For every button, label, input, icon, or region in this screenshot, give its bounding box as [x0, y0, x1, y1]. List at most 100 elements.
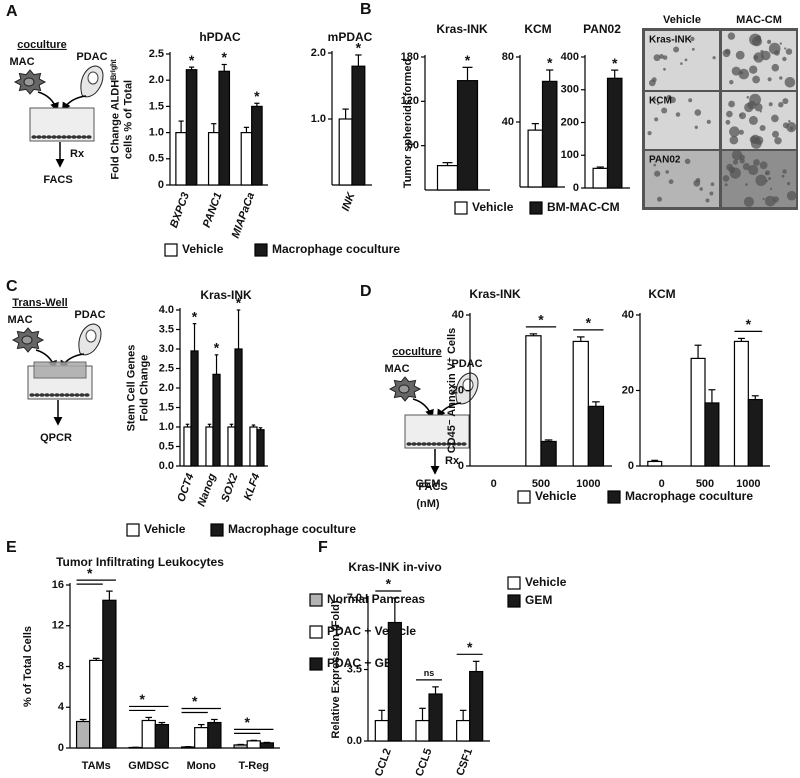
y-axis-label: cells % of Total	[122, 80, 134, 159]
y-tick-label: 1.5	[149, 100, 164, 112]
spheroid	[699, 187, 703, 191]
y-tick-label: 40	[502, 116, 514, 128]
x-tick-label: MIAPaCa	[230, 191, 258, 240]
spheroid	[666, 94, 672, 100]
chart-title: mPDAC	[328, 30, 373, 44]
spheroid	[753, 52, 764, 63]
legend-label: Vehicle	[525, 575, 567, 589]
dish-cell	[461, 442, 467, 446]
macrophage-nucleus	[23, 77, 35, 87]
bar	[540, 440, 557, 467]
dish-cell	[61, 135, 67, 139]
bar	[240, 132, 253, 186]
x-tick-label: CCL2	[373, 747, 394, 778]
spheroid	[742, 163, 751, 171]
y-tick-label: 0.5	[159, 440, 174, 452]
y-tick-label: 400	[561, 51, 579, 63]
spheroid	[653, 54, 661, 62]
spheroid	[753, 55, 758, 60]
bar	[218, 70, 231, 186]
significance-label: *	[547, 55, 553, 71]
dish-cell	[74, 393, 80, 397]
readout-label: FACS	[418, 481, 447, 493]
spheroid	[654, 117, 659, 122]
significance-label: *	[192, 693, 198, 709]
bar	[572, 340, 589, 467]
x-tick-label: 1000	[576, 478, 600, 490]
y-tick-label: 40	[622, 309, 634, 321]
dish-cell	[84, 393, 90, 397]
dish-cell	[426, 442, 432, 446]
chart-title: hPDAC	[199, 30, 241, 44]
significance-label: *	[139, 691, 145, 707]
panel-letter: B	[360, 1, 372, 18]
treatment-label: Rx	[70, 148, 85, 160]
micrograph-column: MAC-CM	[736, 14, 782, 26]
y-tick-label: 300	[561, 84, 579, 96]
diagram-title: coculture	[17, 39, 67, 51]
y-tick-label: 12	[52, 620, 64, 632]
dish-cell	[79, 393, 85, 397]
spheroid	[722, 49, 731, 58]
spheroid	[738, 129, 744, 135]
dish-cell	[44, 393, 50, 397]
spheroid	[779, 76, 783, 80]
x-tick-label: TAMs	[82, 760, 111, 772]
spheroid	[739, 158, 745, 164]
dish-cell	[446, 442, 452, 446]
bar	[374, 719, 389, 742]
spheroid	[744, 102, 754, 113]
spheroid	[726, 163, 734, 171]
spheroid	[728, 100, 735, 108]
chart-title: KCM	[524, 22, 551, 36]
bar	[747, 398, 763, 467]
y-tick-label: 2.5	[159, 362, 174, 374]
y-tick-label: 3.0	[159, 343, 174, 355]
x-tick-label: Mono	[187, 760, 217, 772]
spheroid	[653, 163, 656, 167]
spheroid	[661, 107, 668, 114]
x-tick-label: T-Reg	[238, 760, 269, 772]
x-tick-label: 1000	[736, 478, 760, 490]
macrophage-nucleus	[21, 335, 33, 345]
x-tick-label: CCL5	[413, 747, 434, 778]
legend-label: Macrophage coculture	[228, 522, 356, 536]
spheroid	[675, 112, 681, 117]
legend-label: GEM	[525, 593, 552, 607]
bar	[436, 165, 459, 191]
dish-cell	[29, 393, 35, 397]
spheroid	[738, 68, 750, 80]
significance-label: *	[538, 312, 544, 328]
bar	[704, 402, 720, 467]
panel-letter: E	[6, 539, 17, 556]
panel-letter: A	[6, 3, 18, 20]
y-tick-label: 3.5	[159, 323, 174, 335]
dish-cell	[416, 442, 422, 446]
bar	[606, 77, 623, 189]
spheroid	[680, 62, 683, 65]
spheroid	[759, 125, 766, 131]
y-tick-label: 1.0	[149, 127, 164, 139]
bar	[207, 132, 220, 186]
legend-label: PDAC + GEM	[327, 656, 402, 670]
significance-label: *	[746, 316, 752, 332]
y-tick-label: 0.0	[159, 460, 174, 472]
pdac-label: PDAC	[451, 358, 482, 370]
spheroid	[784, 77, 796, 88]
bar	[234, 348, 243, 467]
spheroid	[771, 63, 780, 72]
legend-swatch	[517, 490, 531, 504]
chart-title: Tumor Infiltrating Leukocytes	[56, 555, 224, 569]
y-axis-label: Stem Cell Genes	[125, 345, 137, 432]
bar	[102, 599, 117, 749]
spheroid	[729, 135, 739, 145]
significance-label: *	[254, 88, 260, 104]
dish-cell	[69, 393, 75, 397]
chart-title: Kras-INK	[436, 22, 488, 36]
pdac-label: PDAC	[76, 51, 107, 63]
dish-cell	[46, 135, 52, 139]
spheroid	[725, 119, 731, 125]
bar	[256, 429, 265, 467]
y-axis-label: CD45⁻ Annexin V⁺ Cells	[446, 328, 458, 454]
arrow	[37, 91, 59, 112]
